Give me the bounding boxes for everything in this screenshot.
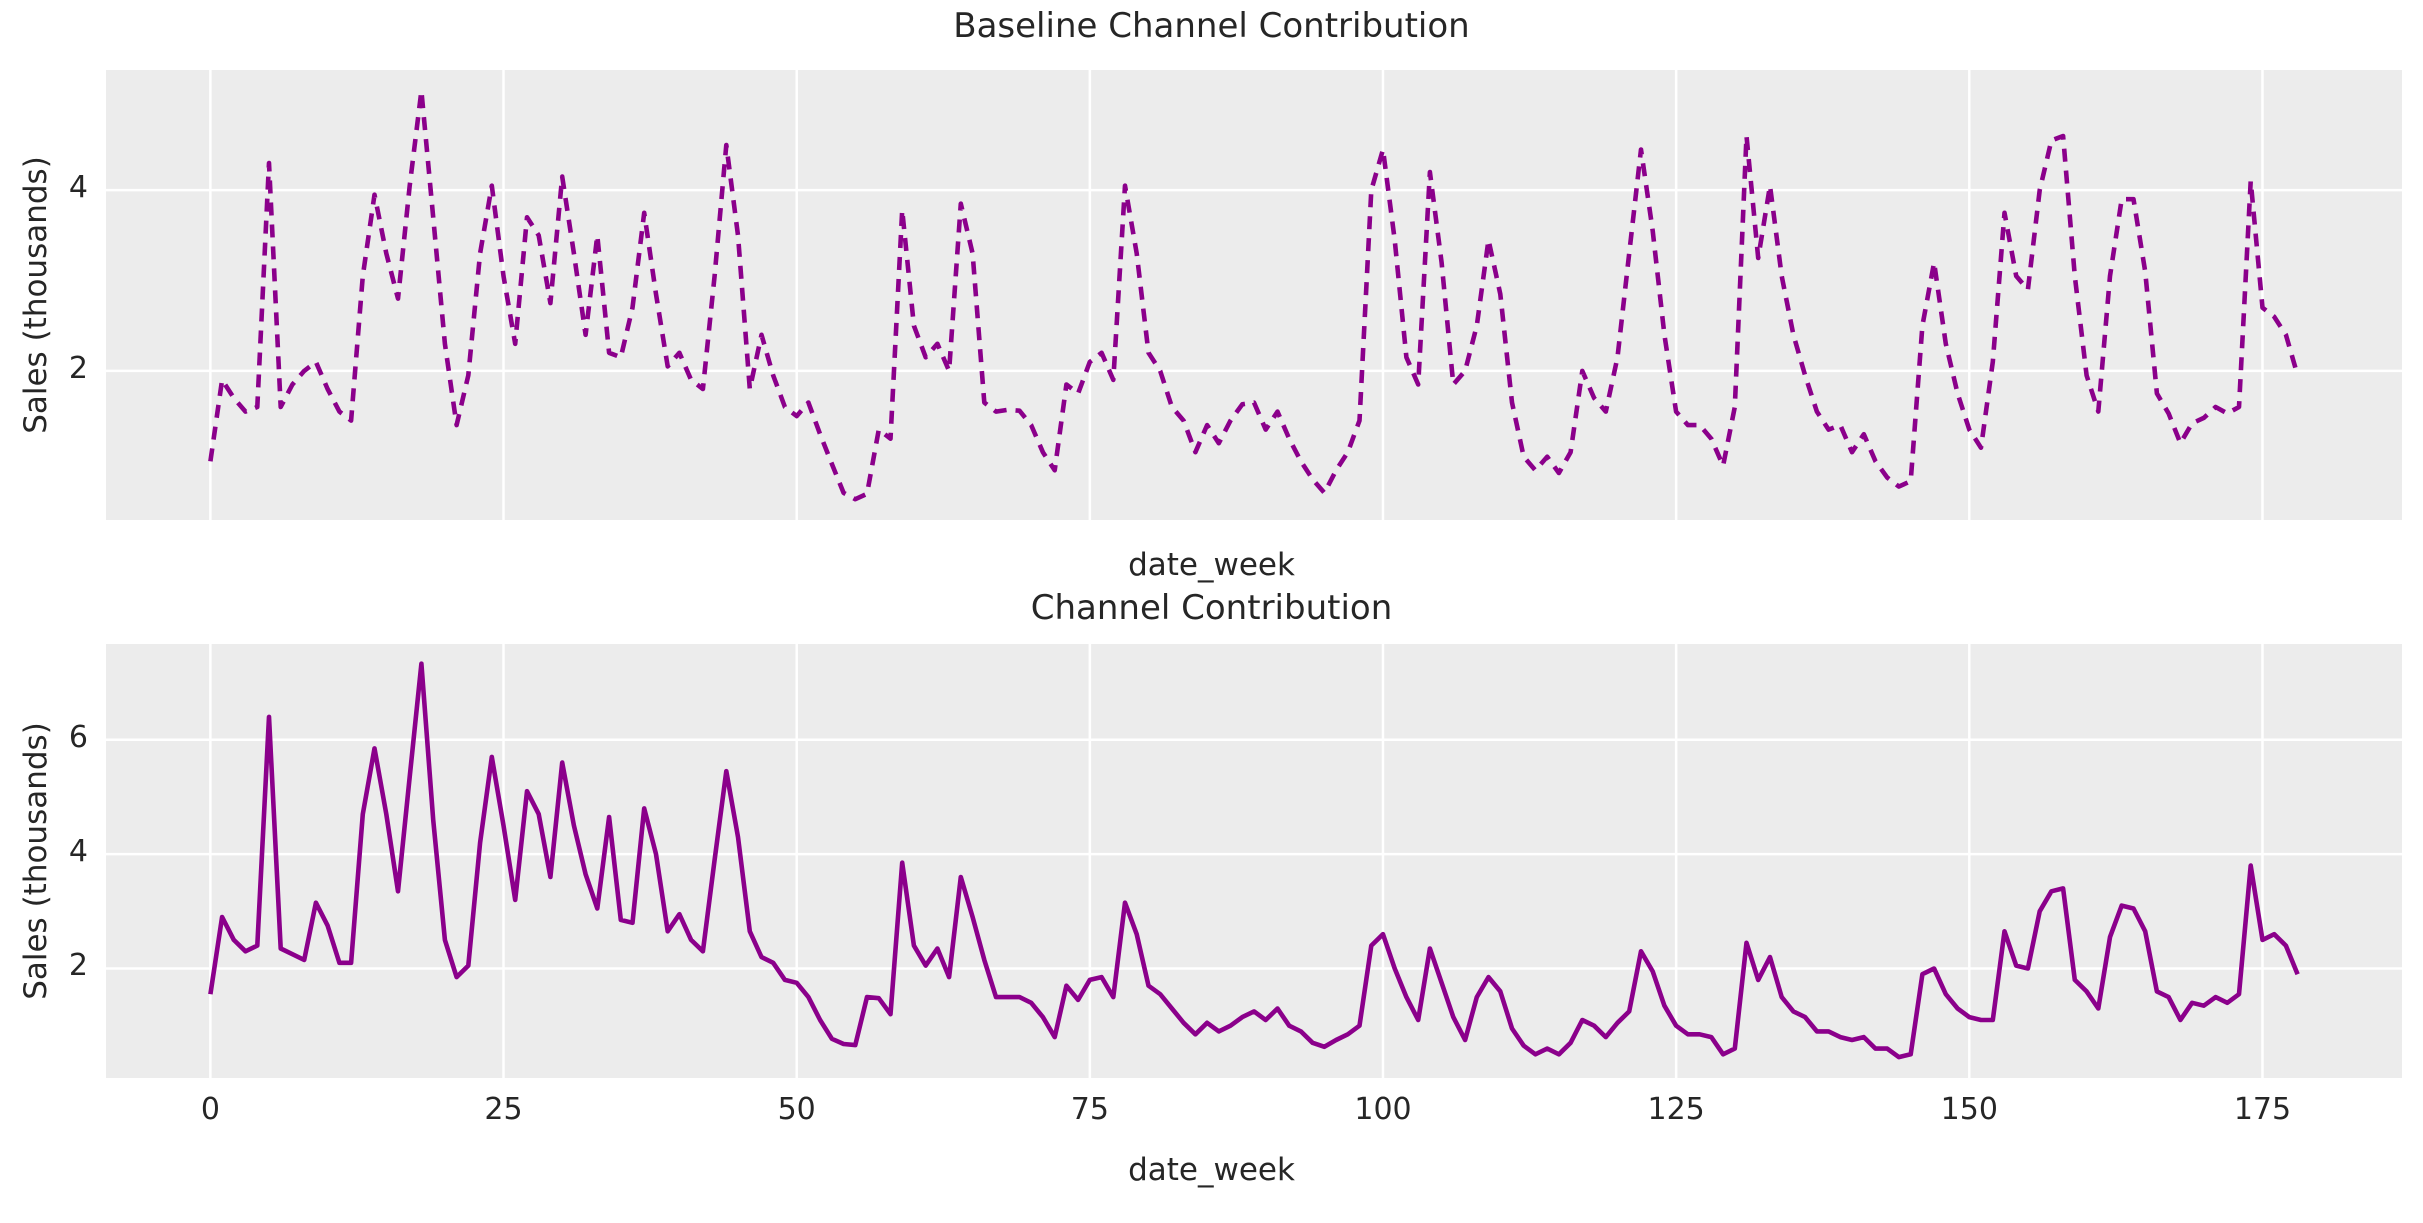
- x-tick-label: 175: [2233, 1092, 2292, 1127]
- y-tick-label: 6: [68, 719, 88, 755]
- x-tick-label: 100: [1354, 1092, 1412, 1127]
- y-tick-label: 2: [68, 948, 88, 984]
- contribution-panel: [106, 644, 2402, 1078]
- plot-area-background: [106, 70, 2402, 520]
- contribution-chart-title: Channel Contribution: [1030, 588, 1393, 628]
- x-tick-label: 125: [1647, 1092, 1705, 1127]
- plot-area-background: [106, 644, 2402, 1078]
- baseline-x-axis-label: date_week: [1128, 547, 1295, 583]
- y-tick-label: 4: [68, 170, 88, 206]
- y-tick-label: 2: [68, 350, 88, 386]
- baseline-chart-title: Baseline Channel Contribution: [953, 6, 1470, 46]
- y-tick-label: 4: [68, 834, 88, 870]
- x-tick-label: 150: [1940, 1092, 1998, 1127]
- x-tick-label: 25: [484, 1092, 523, 1127]
- contribution-series-line: [208, 661, 2300, 1060]
- x-tick-label: 0: [200, 1092, 220, 1127]
- baseline-series-line: [208, 88, 2300, 502]
- x-tick-label: 50: [777, 1092, 816, 1127]
- baseline-panel: [106, 70, 2402, 520]
- x-tick-label: 75: [1070, 1092, 1109, 1127]
- contribution-x-axis-label: date_week: [1128, 1152, 1295, 1188]
